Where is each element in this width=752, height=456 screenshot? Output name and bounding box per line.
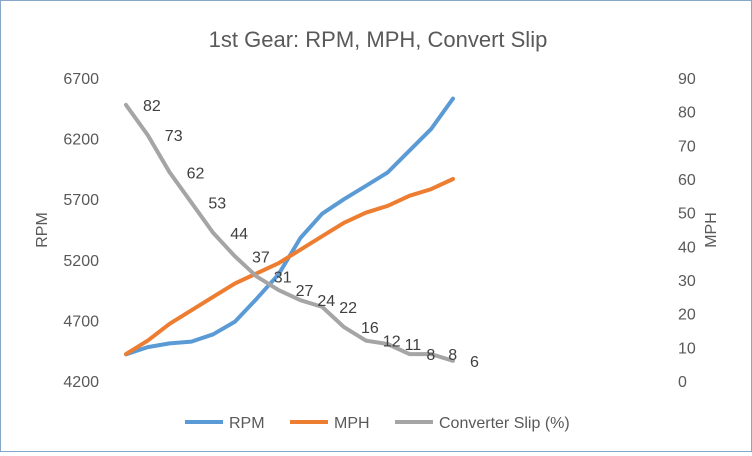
data-label: 22 bbox=[339, 300, 357, 317]
legend-label: RPM bbox=[229, 415, 265, 432]
y2-tick-label: 30 bbox=[678, 273, 696, 290]
y2-tick-label: 10 bbox=[678, 340, 696, 357]
y2-tick-label: 50 bbox=[678, 206, 696, 223]
y2-tick-label: 80 bbox=[678, 105, 696, 122]
y-tick-label: 4200 bbox=[63, 374, 99, 391]
data-label: 12 bbox=[383, 334, 401, 351]
data-label: 31 bbox=[274, 270, 292, 287]
y2-axis-ticks: 0 10 20 30 40 50 60 70 80 90 bbox=[678, 71, 696, 391]
legend: RPM MPH Converter Slip (%) bbox=[185, 415, 570, 432]
y-tick-label: 5200 bbox=[63, 253, 99, 270]
y2-axis-title: MPH bbox=[703, 212, 720, 248]
series-line-mph bbox=[124, 177, 455, 357]
data-label: 53 bbox=[208, 196, 226, 213]
data-label: 8 bbox=[426, 347, 435, 364]
data-label: 16 bbox=[361, 320, 379, 337]
data-label: 37 bbox=[252, 249, 270, 266]
y-tick-label: 6700 bbox=[63, 71, 99, 88]
y2-tick-label: 90 bbox=[678, 71, 696, 88]
y2-tick-label: 70 bbox=[678, 138, 696, 155]
y-tick-label: 5700 bbox=[63, 192, 99, 209]
series-line-converter-slip bbox=[124, 102, 455, 363]
data-label: 82 bbox=[143, 98, 161, 115]
legend-label: Converter Slip (%) bbox=[439, 415, 570, 432]
data-label: 44 bbox=[230, 226, 248, 243]
data-label: 73 bbox=[165, 128, 183, 145]
series-lines bbox=[124, 96, 455, 363]
chart-title: 1st Gear: RPM, MPH, Convert Slip bbox=[209, 27, 548, 52]
y-tick-label: 4700 bbox=[63, 313, 99, 330]
y2-tick-label: 60 bbox=[678, 172, 696, 189]
y2-tick-label: 0 bbox=[678, 374, 687, 391]
data-label: 27 bbox=[296, 283, 314, 300]
data-label: 24 bbox=[317, 293, 335, 310]
y-axis-ticks: 4200 4700 5200 5700 6200 6700 bbox=[63, 71, 99, 391]
data-label: 8 bbox=[448, 347, 457, 364]
y2-tick-label: 40 bbox=[678, 239, 696, 256]
y-axis-title: RPM bbox=[34, 212, 51, 248]
data-label: 62 bbox=[187, 165, 205, 182]
y2-tick-label: 20 bbox=[678, 307, 696, 324]
y-tick-label: 6200 bbox=[63, 132, 99, 149]
data-label: 6 bbox=[470, 354, 479, 371]
data-label: 11 bbox=[405, 337, 422, 354]
legend-label: MPH bbox=[334, 415, 370, 432]
